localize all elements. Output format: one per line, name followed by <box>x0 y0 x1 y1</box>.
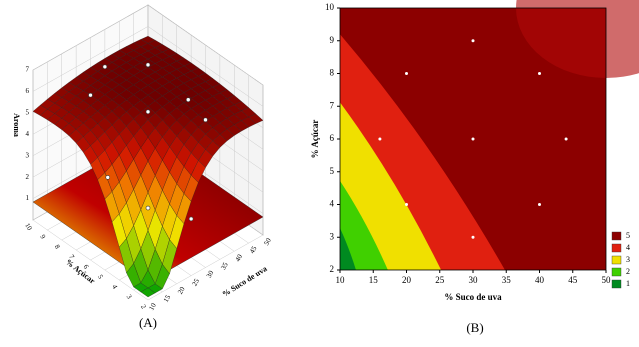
y-tick-label: 2 <box>330 264 335 274</box>
y-tick-label: 10 <box>325 2 335 12</box>
data-point <box>188 216 194 222</box>
x-tick-label: 10 <box>147 301 158 311</box>
x-tick-label: 20 <box>176 285 187 295</box>
y-tick-label: 8 <box>53 243 62 250</box>
y-tick-label: 6 <box>81 263 90 270</box>
y-tick-label: 5 <box>96 273 105 280</box>
data-point <box>538 203 541 206</box>
data-point <box>405 72 408 75</box>
z-tick-label: 6 <box>26 87 30 95</box>
data-point <box>102 64 108 70</box>
x-tick-label: 15 <box>369 275 379 285</box>
z-tick-label: 3 <box>26 151 30 159</box>
legend-swatch <box>611 279 622 289</box>
contour-band <box>340 180 388 270</box>
grid-line <box>147 85 264 301</box>
data-point <box>145 62 151 68</box>
y-tick-label: 6 <box>330 133 335 143</box>
y-tick-label: 4 <box>110 283 119 290</box>
z-tick-label: 2 <box>26 173 30 181</box>
z-tick-label: 1 <box>26 194 30 202</box>
panel-a: 12345671015202530354045502345678910Aroma… <box>12 4 273 330</box>
x-tick-label: 35 <box>502 275 512 285</box>
y-tick-label: 4 <box>330 199 335 209</box>
x-axis-label: % Suco de uva <box>444 292 502 302</box>
legend-label: 4 <box>626 243 630 252</box>
data-point <box>203 117 208 123</box>
legend-label: 5 <box>626 231 630 240</box>
data-point <box>538 72 541 75</box>
x-tick-label: 40 <box>234 253 245 263</box>
y-tick-label: 5 <box>330 166 335 176</box>
data-point <box>88 92 93 98</box>
x-tick-label: 45 <box>248 244 259 254</box>
x-tick-label: 20 <box>402 275 412 285</box>
data-point <box>471 137 475 141</box>
contour-highlight <box>516 0 639 78</box>
x-axis-label: % Suco de uva <box>221 264 269 299</box>
legend-label: 2 <box>626 267 630 276</box>
y-axis-label: % Açúcar <box>310 120 320 159</box>
y-tick-label: 2 <box>139 303 148 310</box>
z-tick-label: 4 <box>26 130 30 138</box>
y-tick-label: 9 <box>330 35 335 45</box>
y-tick-label: 3 <box>330 231 335 241</box>
x-tick-label: 10 <box>336 275 346 285</box>
y-tick-label: 8 <box>330 68 335 78</box>
y-tick-label: 9 <box>38 233 47 240</box>
legend-swatch <box>611 243 622 253</box>
panel-label: (A) <box>139 315 157 330</box>
legend-swatch <box>611 255 622 265</box>
x-tick-label: 40 <box>535 275 545 285</box>
data-point <box>405 203 408 206</box>
x-tick-label: 30 <box>205 269 216 279</box>
z-axis-label: Aroma <box>12 113 21 137</box>
x-tick-label: 30 <box>469 275 479 285</box>
data-point <box>471 235 475 239</box>
data-point <box>105 175 111 180</box>
x-tick-label: 35 <box>219 261 230 271</box>
data-point <box>378 137 382 141</box>
z-tick-label: 5 <box>26 108 30 116</box>
legend-label: 3 <box>626 255 630 264</box>
data-point <box>185 97 191 103</box>
x-tick-label: 25 <box>435 275 445 285</box>
data-point <box>145 205 151 211</box>
legend-swatch <box>611 231 622 241</box>
x-tick-label: 25 <box>191 277 202 287</box>
data-point <box>471 39 475 43</box>
data-point <box>564 137 568 141</box>
data-point <box>145 109 151 115</box>
y-tick-label: 10 <box>23 222 34 232</box>
y-tick-label: 7 <box>330 100 335 110</box>
x-tick-label: 50 <box>262 236 273 246</box>
x-tick-label: 15 <box>162 293 173 303</box>
x-tick-label: 50 <box>602 275 612 285</box>
y-tick-label: 7 <box>67 253 76 260</box>
y-axis-label: % Açúcar <box>64 257 97 286</box>
contour-band <box>340 228 356 270</box>
z-tick-label: 7 <box>26 66 30 74</box>
panel-label: (B) <box>466 320 483 335</box>
y-tick-label: 3 <box>125 293 134 300</box>
surface-cell <box>140 287 156 298</box>
x-tick-label: 45 <box>568 275 578 285</box>
legend-swatch <box>611 267 622 277</box>
legend-label: 1 <box>626 279 630 288</box>
